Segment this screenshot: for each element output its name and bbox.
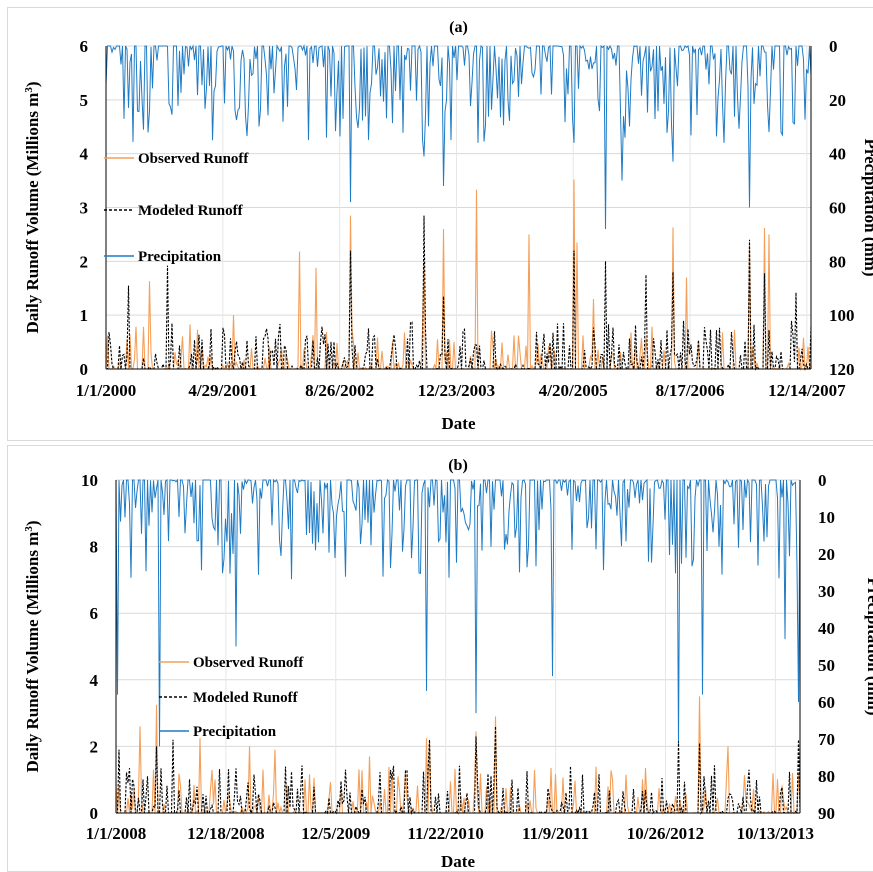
y-tick-label: 3 xyxy=(80,199,89,218)
y2-tick-label: 60 xyxy=(829,199,846,218)
y2-tick-label: 40 xyxy=(829,145,846,164)
x-tick-label: 10/26/2012 xyxy=(627,824,704,843)
y2-tick-label: 30 xyxy=(818,582,835,601)
y2-tick-label: 120 xyxy=(829,360,855,379)
x-tick-label: 8/26/2002 xyxy=(305,381,374,400)
y-tick-label: 1 xyxy=(80,306,89,325)
y2-tick-label: 0 xyxy=(829,37,838,56)
y2-tick-label: 0 xyxy=(818,471,827,490)
y-tick-label: 0 xyxy=(90,804,99,823)
legend-label: Observed Runoff xyxy=(138,151,249,167)
series-modeled-runoff-line xyxy=(106,215,812,371)
x-tick-label: 4/20/2005 xyxy=(539,381,608,400)
series-precipitation-line xyxy=(115,478,801,747)
legend-label: Precipitation xyxy=(193,724,277,740)
y2-tick-label: 70 xyxy=(818,730,835,749)
y-axis-label-superscript: 3 xyxy=(23,526,35,532)
y-tick-label: 5 xyxy=(80,91,89,110)
y-axis-label-close: ) xyxy=(23,520,42,526)
y-tick-label: 6 xyxy=(90,604,99,623)
x-tick-label: 12/14/2007 xyxy=(768,381,846,400)
y-tick-label: 0 xyxy=(80,360,89,379)
x-tick-label: 12/18/2008 xyxy=(187,824,264,843)
x-tick-label: 12/5/2009 xyxy=(301,824,370,843)
chart-title: (a) xyxy=(449,19,468,36)
x-tick-label: 12/23/2003 xyxy=(418,381,495,400)
y2-tick-label: 50 xyxy=(818,656,835,675)
y-axis-label-text: Daily Runoff Volume (Millions m xyxy=(23,93,42,334)
y-axis-label: Daily Runoff Volume (Millions m3) xyxy=(23,81,42,333)
y2-tick-label: 80 xyxy=(818,767,835,786)
y2-tick-label: 20 xyxy=(829,91,846,110)
y-axis-label-superscript: 3 xyxy=(23,87,35,93)
y2-tick-label: 60 xyxy=(818,693,835,712)
y-tick-label: 6 xyxy=(80,37,89,56)
legend-label: Precipitation xyxy=(138,249,222,265)
series-precipitation-line xyxy=(105,44,812,230)
y-tick-label: 2 xyxy=(80,252,89,271)
y-tick-label: 4 xyxy=(90,671,99,690)
x-tick-label: 11/22/2010 xyxy=(407,824,484,843)
chart-title: (b) xyxy=(448,457,468,474)
y2-axis-label: Precipitation (mm) xyxy=(861,138,873,276)
y2-tick-label: 80 xyxy=(829,252,846,271)
y-tick-label: 4 xyxy=(80,145,89,164)
chart-panel-b: 0 2 4 6 8 10 0 10 20 30 40 50 60 70 80 90 1/1/2008 12/18/… xyxy=(7,445,873,872)
y2-tick-label: 90 xyxy=(818,804,835,823)
x-tick-label: 1/1/2008 xyxy=(86,824,146,843)
y-axis-label: Daily Runoff Volume (Millions m3) xyxy=(23,520,42,772)
y2-tick-label: 20 xyxy=(818,545,835,564)
x-tick-label: 10/13/2013 xyxy=(737,824,814,843)
x-tick-label: 11/9/2011 xyxy=(522,824,589,843)
legend-label: Observed Runoff xyxy=(193,655,304,671)
x-axis-label: Date xyxy=(441,852,475,871)
x-tick-label: 8/17/2006 xyxy=(656,381,725,400)
y2-tick-label: 10 xyxy=(818,508,835,527)
y2-tick-label: 40 xyxy=(818,619,835,638)
x-tick-label: 1/1/2000 xyxy=(76,381,136,400)
chart-panel-a: 0 1 2 3 4 5 6 0 20 40 60 80 100 120 1/1/2000 4/29/2001 8… xyxy=(7,7,873,441)
y-tick-label: 8 xyxy=(90,538,99,557)
y2-tick-label: 100 xyxy=(829,306,855,325)
chart-b: 0 2 4 6 8 10 0 10 20 30 40 50 60 70 80 90 1/1/2008 12/18/… xyxy=(23,457,873,871)
x-tick-label: 4/29/2001 xyxy=(188,381,257,400)
y-axis-label-text: Daily Runoff Volume (Millions m xyxy=(23,532,42,773)
y-axis-label-close: ) xyxy=(23,81,42,87)
legend-label: Modeled Runoff xyxy=(138,203,244,219)
y-tick-label: 2 xyxy=(90,737,99,756)
y-tick-label: 10 xyxy=(81,471,98,490)
x-axis-label: Date xyxy=(442,414,476,433)
y2-axis-label: Precipitation (mm) xyxy=(864,577,873,715)
legend-label: Modeled Runoff xyxy=(193,690,299,706)
